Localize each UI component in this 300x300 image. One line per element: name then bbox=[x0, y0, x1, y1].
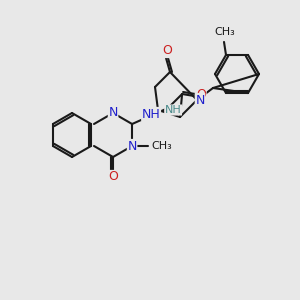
Text: CH₃: CH₃ bbox=[151, 141, 172, 151]
Text: CH₃: CH₃ bbox=[214, 27, 236, 37]
Text: N: N bbox=[195, 94, 205, 106]
Text: NH: NH bbox=[142, 107, 160, 121]
Text: O: O bbox=[196, 88, 206, 101]
Text: O: O bbox=[162, 44, 172, 58]
Text: N: N bbox=[128, 140, 137, 152]
Text: NH: NH bbox=[165, 105, 182, 115]
Text: N: N bbox=[108, 106, 118, 119]
Text: O: O bbox=[108, 170, 118, 184]
